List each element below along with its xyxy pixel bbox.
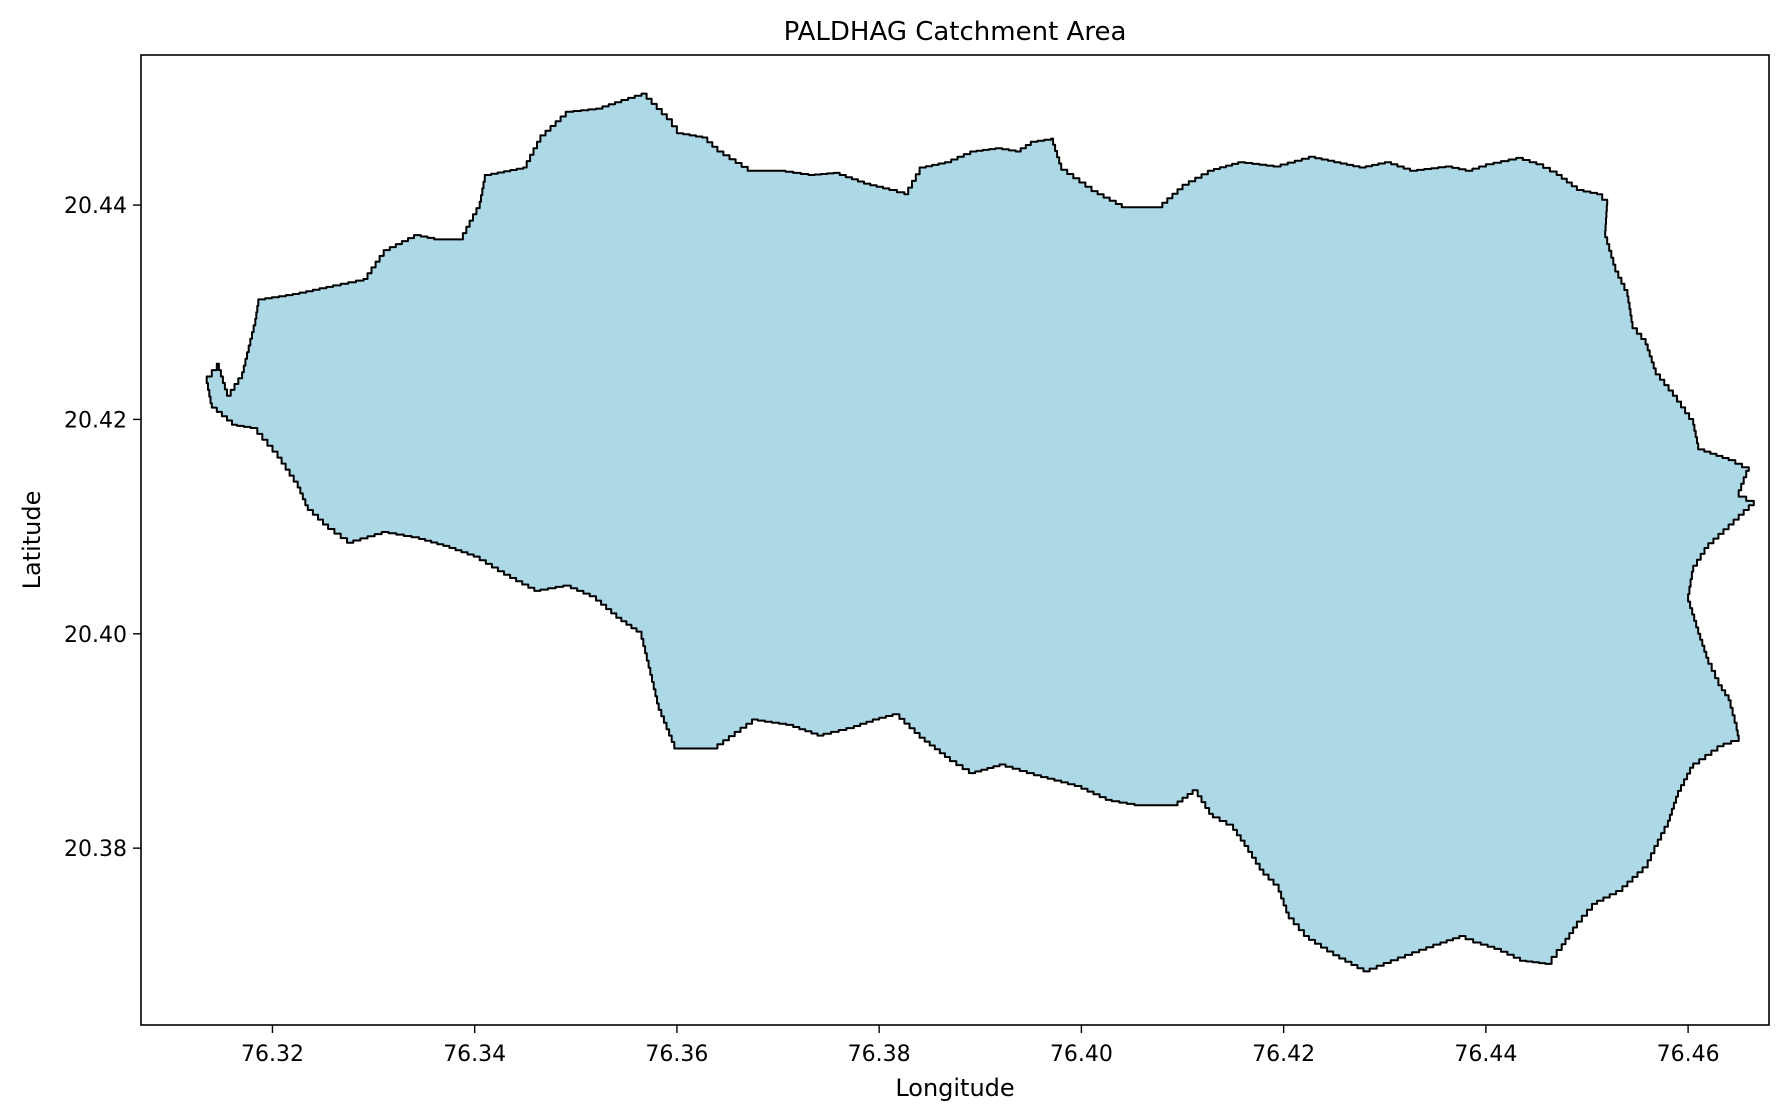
y-tick-label: 20.42 xyxy=(64,408,127,433)
y-tick-label: 20.38 xyxy=(64,837,127,862)
y-axis-label: Latitude xyxy=(18,491,46,590)
y-tick-label: 20.44 xyxy=(64,194,127,219)
chart-title: PALDHAG Catchment Area xyxy=(784,17,1127,47)
x-axis-ticks: 76.32 76.34 76.36 76.38 76.40 76.42 76.44 76.46 xyxy=(241,1025,1720,1067)
y-axis-ticks: 20.38 20.40 20.42 20.44 xyxy=(64,194,141,862)
axes-frame xyxy=(140,54,1770,1026)
x-tick-label: 76.46 xyxy=(1657,1042,1720,1067)
x-tick-label: 76.40 xyxy=(1050,1042,1113,1067)
x-tick-label: 76.38 xyxy=(848,1042,911,1067)
x-tick-label: 76.42 xyxy=(1252,1042,1315,1067)
x-tick-label: 76.34 xyxy=(443,1042,506,1067)
x-tick-label: 76.44 xyxy=(1454,1042,1517,1067)
y-tick-label: 20.40 xyxy=(64,623,127,648)
catchment-polygon xyxy=(205,92,1755,973)
plot-area xyxy=(141,55,1769,1025)
x-tick-label: 76.36 xyxy=(645,1042,708,1067)
x-tick-label: 76.32 xyxy=(241,1042,304,1067)
x-axis-label: Longitude xyxy=(895,1074,1014,1102)
